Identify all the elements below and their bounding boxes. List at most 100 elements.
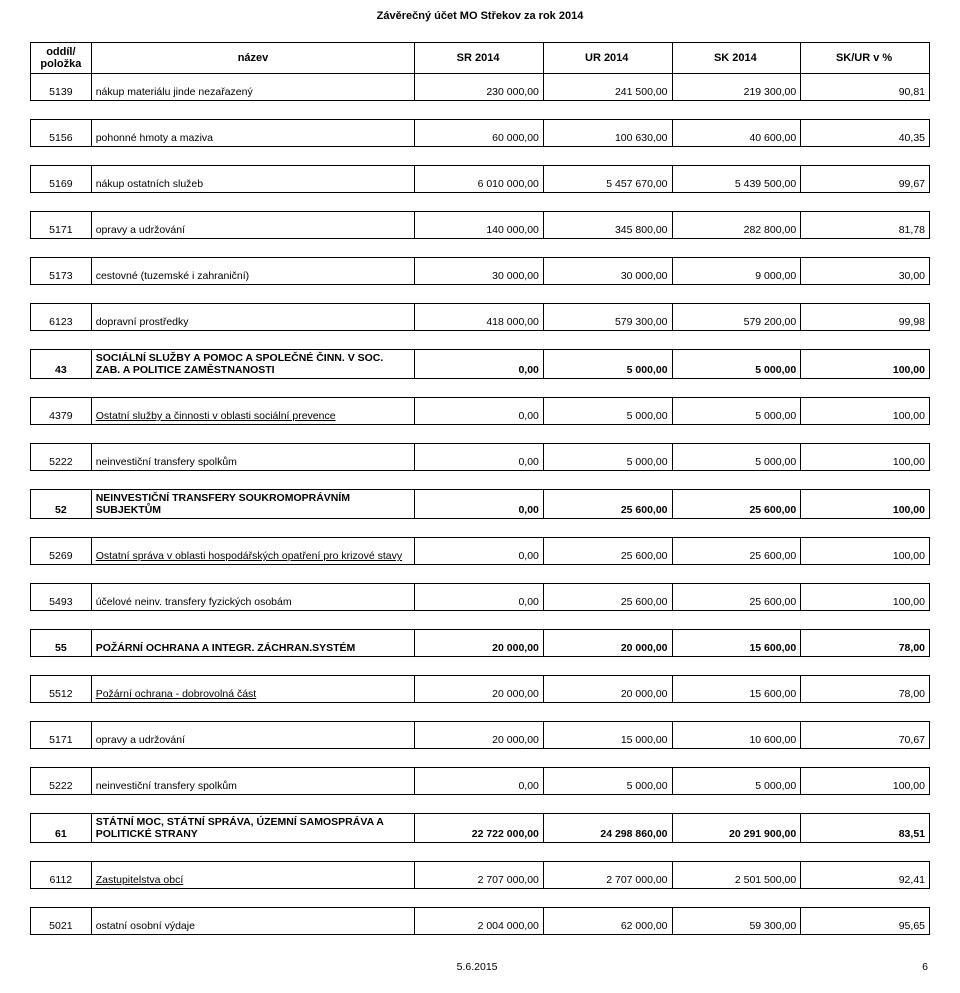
cell-name: nákup materiálu jinde nezařazený [91,74,415,101]
cell-id: 5269 [31,538,92,565]
cell-value: 0,00 [415,490,544,519]
table-spacer [31,657,930,676]
cell-name: účelové neinv. transfery fyzických osobá… [91,584,415,611]
cell-value: 2 707 000,00 [543,862,672,889]
cell-name: neinvestiční transfery spolkům [91,768,415,795]
table-row: 5493účelové neinv. transfery fyzických o… [31,584,930,611]
cell-value: 62 000,00 [543,908,672,935]
table-row: 52NEINVESTIČNÍ TRANSFERY SOUKROMOPRÁVNÍM… [31,490,930,519]
table-spacer [31,749,930,768]
table-spacer [31,331,930,350]
table-row: 5156pohonné hmoty a maziva60 000,00100 6… [31,120,930,147]
cell-value: 20 000,00 [543,676,672,703]
cell-id: 5173 [31,258,92,285]
table-spacer [31,843,930,862]
table-row: 43SOCIÁLNÍ SLUŽBY A POMOC A SPOLEČNÉ ČIN… [31,350,930,379]
table-row: 5021ostatní osobní výdaje2 004 000,0062 … [31,908,930,935]
cell-id: 5512 [31,676,92,703]
cell-value: 219 300,00 [672,74,801,101]
cell-value: 83,51 [801,814,930,843]
cell-id: 5171 [31,722,92,749]
table-header-row: oddíl/ položka název SR 2014 UR 2014 SK … [31,43,930,74]
col-header: SK 2014 [672,43,801,74]
cell-value: 15 600,00 [672,630,801,657]
cell-value: 2 501 500,00 [672,862,801,889]
table-row: 5139nákup materiálu jinde nezařazený230 … [31,74,930,101]
cell-id: 55 [31,630,92,657]
cell-value: 90,81 [801,74,930,101]
cell-value: 5 000,00 [672,768,801,795]
cell-value: 20 000,00 [415,722,544,749]
cell-name: POŽÁRNÍ OCHRANA A INTEGR. ZÁCHRAN.SYSTÉM [91,630,415,657]
cell-value: 100,00 [801,584,930,611]
col-header: UR 2014 [543,43,672,74]
cell-value: 25 600,00 [672,538,801,565]
cell-value: 241 500,00 [543,74,672,101]
cell-value: 40,35 [801,120,930,147]
cell-value: 25 600,00 [543,584,672,611]
cell-value: 5 000,00 [543,398,672,425]
cell-value: 0,00 [415,768,544,795]
footer-page-number: 6 [922,961,928,973]
cell-value: 100,00 [801,444,930,471]
cell-id: 5222 [31,768,92,795]
cell-name: cestovné (tuzemské i zahraniční) [91,258,415,285]
col-header: název [91,43,415,74]
table-spacer [31,565,930,584]
cell-value: 5 000,00 [672,398,801,425]
cell-value: 0,00 [415,350,544,379]
cell-id: 43 [31,350,92,379]
cell-value: 95,65 [801,908,930,935]
cell-value: 59 300,00 [672,908,801,935]
cell-value: 70,67 [801,722,930,749]
col-header: SK/UR v % [801,43,930,74]
cell-value: 20 291 900,00 [672,814,801,843]
cell-name: NEINVESTIČNÍ TRANSFERY SOUKROMOPRÁVNÍM S… [91,490,415,519]
cell-value: 24 298 860,00 [543,814,672,843]
cell-value: 78,00 [801,676,930,703]
cell-name: nákup ostatních služeb [91,166,415,193]
cell-value: 22 722 000,00 [415,814,544,843]
cell-name: SOCIÁLNÍ SLUŽBY A POMOC A SPOLEČNÉ ČINN.… [91,350,415,379]
cell-id: 5021 [31,908,92,935]
cell-value: 0,00 [415,444,544,471]
cell-value: 230 000,00 [415,74,544,101]
table-row: 5171opravy a udržování20 000,0015 000,00… [31,722,930,749]
cell-value: 579 200,00 [672,304,801,331]
cell-name: pohonné hmoty a maziva [91,120,415,147]
cell-id: 4379 [31,398,92,425]
cell-value: 140 000,00 [415,212,544,239]
cell-value: 5 000,00 [672,444,801,471]
cell-id: 6123 [31,304,92,331]
cell-value: 5 439 500,00 [672,166,801,193]
cell-value: 100,00 [801,398,930,425]
cell-value: 99,67 [801,166,930,193]
cell-value: 2 004 000,00 [415,908,544,935]
cell-name: dopravní prostředky [91,304,415,331]
cell-name: neinvestiční transfery spolkům [91,444,415,471]
table-row: 5269Ostatní správa v oblasti hospodářský… [31,538,930,565]
table-spacer [31,147,930,166]
table-spacer [31,703,930,722]
cell-value: 345 800,00 [543,212,672,239]
page-title: Závěrečný účet MO Střekov za rok 2014 [30,10,930,22]
table-row: 4379Ostatní služby a činnosti v oblasti … [31,398,930,425]
cell-value: 15 000,00 [543,722,672,749]
cell-id: 5169 [31,166,92,193]
table-spacer [31,611,930,630]
cell-name: opravy a udržování [91,212,415,239]
cell-value: 100 630,00 [543,120,672,147]
cell-id: 5139 [31,74,92,101]
cell-value: 25 600,00 [543,538,672,565]
cell-value: 5 000,00 [672,350,801,379]
cell-value: 5 000,00 [543,350,672,379]
cell-value: 10 600,00 [672,722,801,749]
cell-name: STÁTNÍ MOC, STÁTNÍ SPRÁVA, ÚZEMNÍ SAMOSP… [91,814,415,843]
cell-value: 5 000,00 [543,768,672,795]
cell-value: 5 457 670,00 [543,166,672,193]
cell-value: 15 600,00 [672,676,801,703]
cell-name: ostatní osobní výdaje [91,908,415,935]
cell-value: 81,78 [801,212,930,239]
cell-value: 6 010 000,00 [415,166,544,193]
table-spacer [31,471,930,490]
